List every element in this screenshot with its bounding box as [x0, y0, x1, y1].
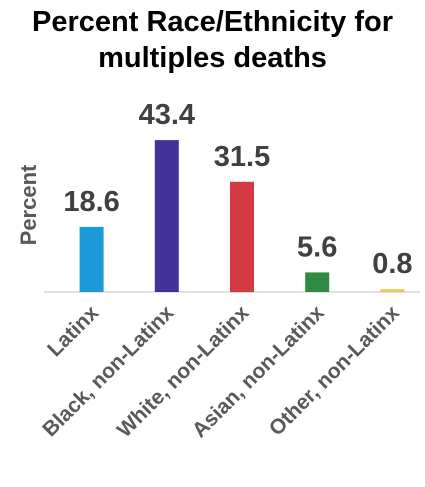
data-label-latinx: 18.6: [63, 186, 119, 218]
x-tick-label-asian-non-latinx: Asian, non-Latinx: [188, 301, 329, 442]
y-axis-label: Percent: [16, 164, 41, 245]
data-label-other-non-latinx: 0.8: [372, 248, 412, 280]
x-tick-label-black-non-latinx: Black, non-Latinx: [38, 301, 178, 441]
bar-white-non-latinx: [230, 181, 254, 293]
x-tick-label-white-non-latinx: White, non-Latinx: [113, 301, 254, 442]
chart-title: Percent Race/Ethnicity for multiples dea…: [0, 4, 425, 76]
x-tick-label-latinx: Latinx: [43, 301, 103, 361]
bar-asian-non-latinx: [305, 272, 330, 292]
data-label-black-non-latinx: 43.4: [139, 99, 195, 131]
bar-black-non-latinx: [154, 140, 179, 292]
chart-title-line-2: multiples deaths: [98, 42, 327, 74]
bar-latinx: [79, 226, 104, 292]
chart-title-line-1: Percent Race/Ethnicity for: [32, 6, 393, 38]
x-tick-label-other-non-latinx: Other, non-Latinx: [265, 301, 404, 440]
bar-other-non-latinx: [380, 289, 405, 292]
bars-group: [79, 140, 405, 293]
data-label-white-non-latinx: 31.5: [214, 141, 270, 173]
data-label-asian-non-latinx: 5.6: [297, 231, 337, 263]
data-labels-group: 18.6 43.4 31.5 5.6 0.8: [63, 99, 412, 280]
